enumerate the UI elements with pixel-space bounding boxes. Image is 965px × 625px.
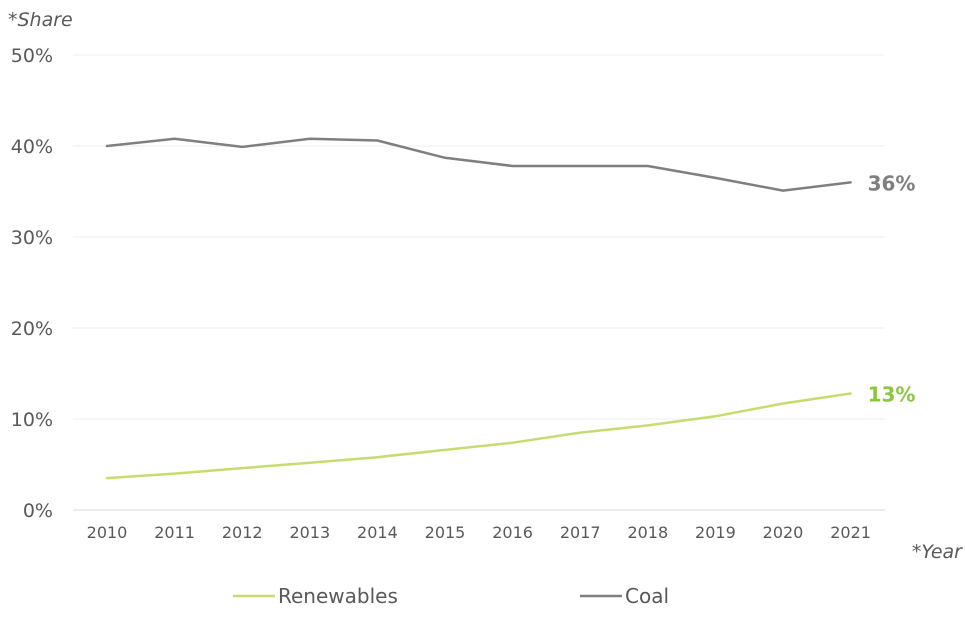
x-tick-label: 2019 xyxy=(695,523,736,542)
x-tick-label: 2020 xyxy=(763,523,804,542)
x-tick-label: 2010 xyxy=(87,523,128,542)
gridlines xyxy=(73,54,885,511)
x-tick-label: 2017 xyxy=(560,523,601,542)
y-tick-label: 20% xyxy=(11,318,53,340)
series-lines xyxy=(105,137,852,480)
legend-label-coal: Coal xyxy=(625,584,669,608)
series-line-coal xyxy=(105,137,852,192)
x-tick-label: 2021 xyxy=(830,523,871,542)
legend-label-renewables: Renewables xyxy=(278,584,398,608)
end-labels: 13% 36% xyxy=(868,171,916,406)
legend: Renewables Coal xyxy=(233,584,669,608)
x-axis-ticks: 2010 2011 2012 2013 2014 2015 2016 2017 2018 2019… xyxy=(87,523,871,542)
end-label-coal: 36% xyxy=(868,171,916,195)
x-tick-label: 2013 xyxy=(289,523,330,542)
y-axis-ticks: 0% 10% 20% 30% 40% 50% xyxy=(11,45,53,522)
y-tick-label: 10% xyxy=(11,409,53,431)
y-tick-label: 30% xyxy=(11,227,53,249)
y-tick-label: 50% xyxy=(11,45,53,67)
y-tick-label: 40% xyxy=(11,136,53,158)
x-axis-title: *Year xyxy=(912,541,963,563)
x-tick-label: 2012 xyxy=(222,523,263,542)
end-label-renewables: 13% xyxy=(868,383,916,407)
series-line-renewables xyxy=(105,392,852,480)
x-tick-label: 2018 xyxy=(627,523,668,542)
x-tick-label: 2016 xyxy=(492,523,533,542)
y-axis-title: *Share xyxy=(8,9,73,31)
y-tick-label: 0% xyxy=(23,500,53,522)
x-tick-label: 2015 xyxy=(425,523,466,542)
x-tick-label: 2011 xyxy=(154,523,195,542)
x-tick-label: 2014 xyxy=(357,523,398,542)
